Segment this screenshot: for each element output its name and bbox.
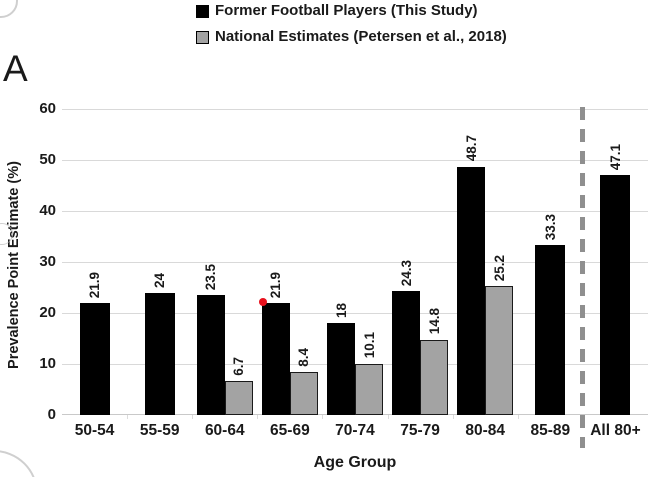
gridline-30 <box>62 262 648 263</box>
bar-65-69-football-players <box>261 303 290 415</box>
corner-arc-top-left <box>0 0 18 18</box>
y-tick-label-10: 10 <box>39 355 56 372</box>
legend-item-national-estimates: National Estimates (Petersen et al., 201… <box>196 29 507 45</box>
y-tick-label-30: 30 <box>39 253 56 270</box>
bar-80-84-football-players <box>457 166 486 415</box>
bar-75-79-national-estimates <box>420 339 449 415</box>
bar-value-label: 33.3 <box>542 213 558 241</box>
chart-legend: Former Football Players (This Study) Nat… <box>196 3 507 45</box>
x-tick-label-80-84: 80-84 <box>465 422 506 439</box>
y-tick-label-40: 40 <box>39 202 56 219</box>
x-tick-label-85-89: 85-89 <box>530 422 571 439</box>
axis-boundary-tick <box>257 415 259 419</box>
bar-65-69-national-estimates <box>289 372 318 415</box>
bar-75-79-football-players <box>392 291 421 415</box>
bar-value-label: 24.3 <box>398 259 414 287</box>
bar-value-label: 48.7 <box>463 135 479 162</box>
x-tick-label-75-79: 75-79 <box>400 422 440 439</box>
y-tick-label-0: 0 <box>47 406 56 423</box>
axis-boundary-tick <box>192 415 194 419</box>
bar-value-label: 21.9 <box>268 272 284 299</box>
x-tick-label-65-69: 65-69 <box>270 422 310 439</box>
bar-85-89-football-players <box>535 245 566 415</box>
bar-60-64-football-players <box>196 295 225 415</box>
bar-50-54-football-players <box>79 303 110 415</box>
bar-value-label: 23.5 <box>203 263 219 291</box>
axis-boundary-tick <box>322 415 324 419</box>
axis-boundary-tick <box>517 415 519 419</box>
gridline-60 <box>62 109 648 110</box>
bar-All 80+-football-players <box>600 174 631 415</box>
axis-boundary-tick <box>127 415 129 419</box>
bar-value-label: 18 <box>333 303 349 319</box>
bar-70-74-football-players <box>327 323 355 415</box>
bar-value-label: 24 <box>152 272 168 288</box>
corner-arc-bottom-left <box>0 450 38 477</box>
bar-80-84-national-estimates <box>485 286 514 415</box>
panel-letter: A <box>3 48 28 89</box>
x-axis-title: Age Group <box>313 454 397 471</box>
bar-value-label: 14.8 <box>426 308 442 335</box>
bar-60-64-national-estimates <box>224 380 253 415</box>
legend-item-football-players: Former Football Players (This Study) <box>196 3 507 19</box>
legend-label: Former Football Players (This Study) <box>215 2 478 19</box>
bar-value-label: 10.1 <box>361 332 377 359</box>
legend-swatch-black <box>196 4 209 18</box>
bar-value-label: 47.1 <box>607 143 623 170</box>
chart-plot: Prevalence Point Estimate (%) Age Group … <box>6 100 648 471</box>
x-tick-label-50-54: 50-54 <box>74 422 115 439</box>
gridline-40 <box>62 211 648 212</box>
bar-70-74-national-estimates <box>355 363 383 415</box>
bar-value-label: 21.9 <box>87 272 103 299</box>
gridline-50 <box>62 160 648 161</box>
y-tick-label-50: 50 <box>39 151 56 168</box>
legend-label: National Estimates (Petersen et al., 201… <box>215 28 507 45</box>
bar-55-59-football-players <box>144 292 175 415</box>
axis-boundary-tick <box>387 415 389 419</box>
axis-boundary-tick <box>452 415 454 419</box>
x-tick-label-55-59: 55-59 <box>139 422 180 439</box>
legend-swatch-gray <box>196 30 209 44</box>
y-tick-label-20: 20 <box>39 304 56 321</box>
x-tick-label-70-74: 70-74 <box>335 422 375 439</box>
x-tick-label-All 80+: All 80+ <box>590 422 641 439</box>
dashed-separator-line <box>580 107 586 448</box>
red-dot-annotation <box>258 298 267 307</box>
y-tick-label-60: 60 <box>39 100 56 117</box>
bar-value-label: 25.2 <box>491 255 507 282</box>
bar-value-label: 6.7 <box>231 357 247 376</box>
gridline-20 <box>62 313 648 314</box>
bar-value-label: 8.4 <box>296 348 312 368</box>
x-tick-label-60-64: 60-64 <box>204 422 245 439</box>
